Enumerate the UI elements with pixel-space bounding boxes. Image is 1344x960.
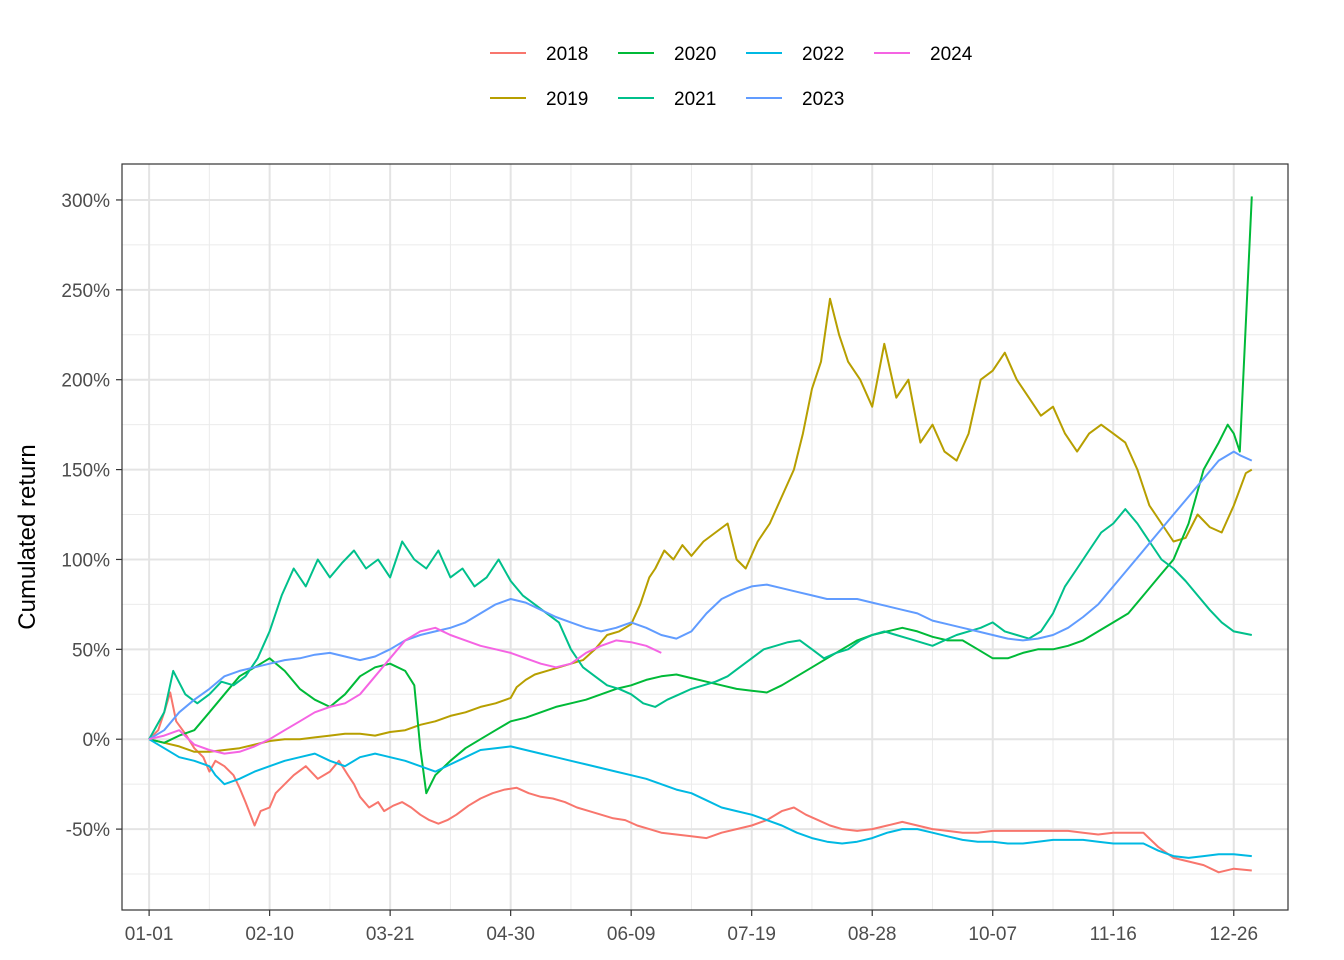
panel-border	[121, 163, 1289, 911]
x-tick-label: 04-30	[486, 924, 535, 945]
y-tick-label: 100%	[61, 550, 110, 571]
series-line-2020	[148, 196, 1253, 795]
legend-label-2024: 2024	[930, 44, 973, 65]
legend-label-2019: 2019	[546, 89, 588, 110]
series-line-2019	[148, 297, 1253, 753]
legend-label-2021: 2021	[674, 89, 716, 110]
series-line-2023	[148, 450, 1253, 741]
grid	[122, 164, 1288, 910]
series-line-2024	[148, 626, 662, 755]
x-tick-label: 02-10	[245, 924, 294, 945]
legend: 2018 2019 2020 2021 2022 2023 2024	[490, 44, 973, 110]
y-tick-label: 50%	[72, 640, 110, 661]
y-tick-label: 150%	[61, 461, 110, 482]
series-line-2018	[148, 691, 1252, 874]
legend-label-2020: 2020	[674, 44, 716, 65]
x-tick-label: 03-21	[366, 924, 415, 945]
x-tick-label: 12-26	[1209, 924, 1258, 945]
x-tick-label: 01-01	[125, 924, 174, 945]
y-axis-title: Cumulated return	[14, 444, 41, 629]
series-line-2022	[148, 738, 1252, 859]
x-tick-label: 07-19	[727, 924, 776, 945]
legend-label-2018: 2018	[546, 44, 588, 65]
y-tick-label: 200%	[61, 371, 110, 392]
y-tick-label: 0%	[83, 730, 111, 751]
x-tick-label: 08-28	[848, 924, 897, 945]
y-tick-label: -50%	[66, 820, 110, 841]
legend-label-2022: 2022	[802, 44, 844, 65]
y-tick-label: 300%	[61, 191, 110, 212]
series-lines	[148, 196, 1253, 874]
legend-label-2023: 2023	[802, 89, 844, 110]
y-tick-label: 250%	[61, 281, 110, 302]
x-tick-label: 11-16	[1090, 924, 1137, 945]
axes: 01-01 02-10 03-21 04-30 06-09 07-19 08-28 10-07…	[61, 191, 1258, 945]
series-line-2021	[148, 508, 1252, 740]
x-tick-label: 06-09	[607, 924, 656, 945]
x-tick-label: 10-07	[968, 924, 1017, 945]
